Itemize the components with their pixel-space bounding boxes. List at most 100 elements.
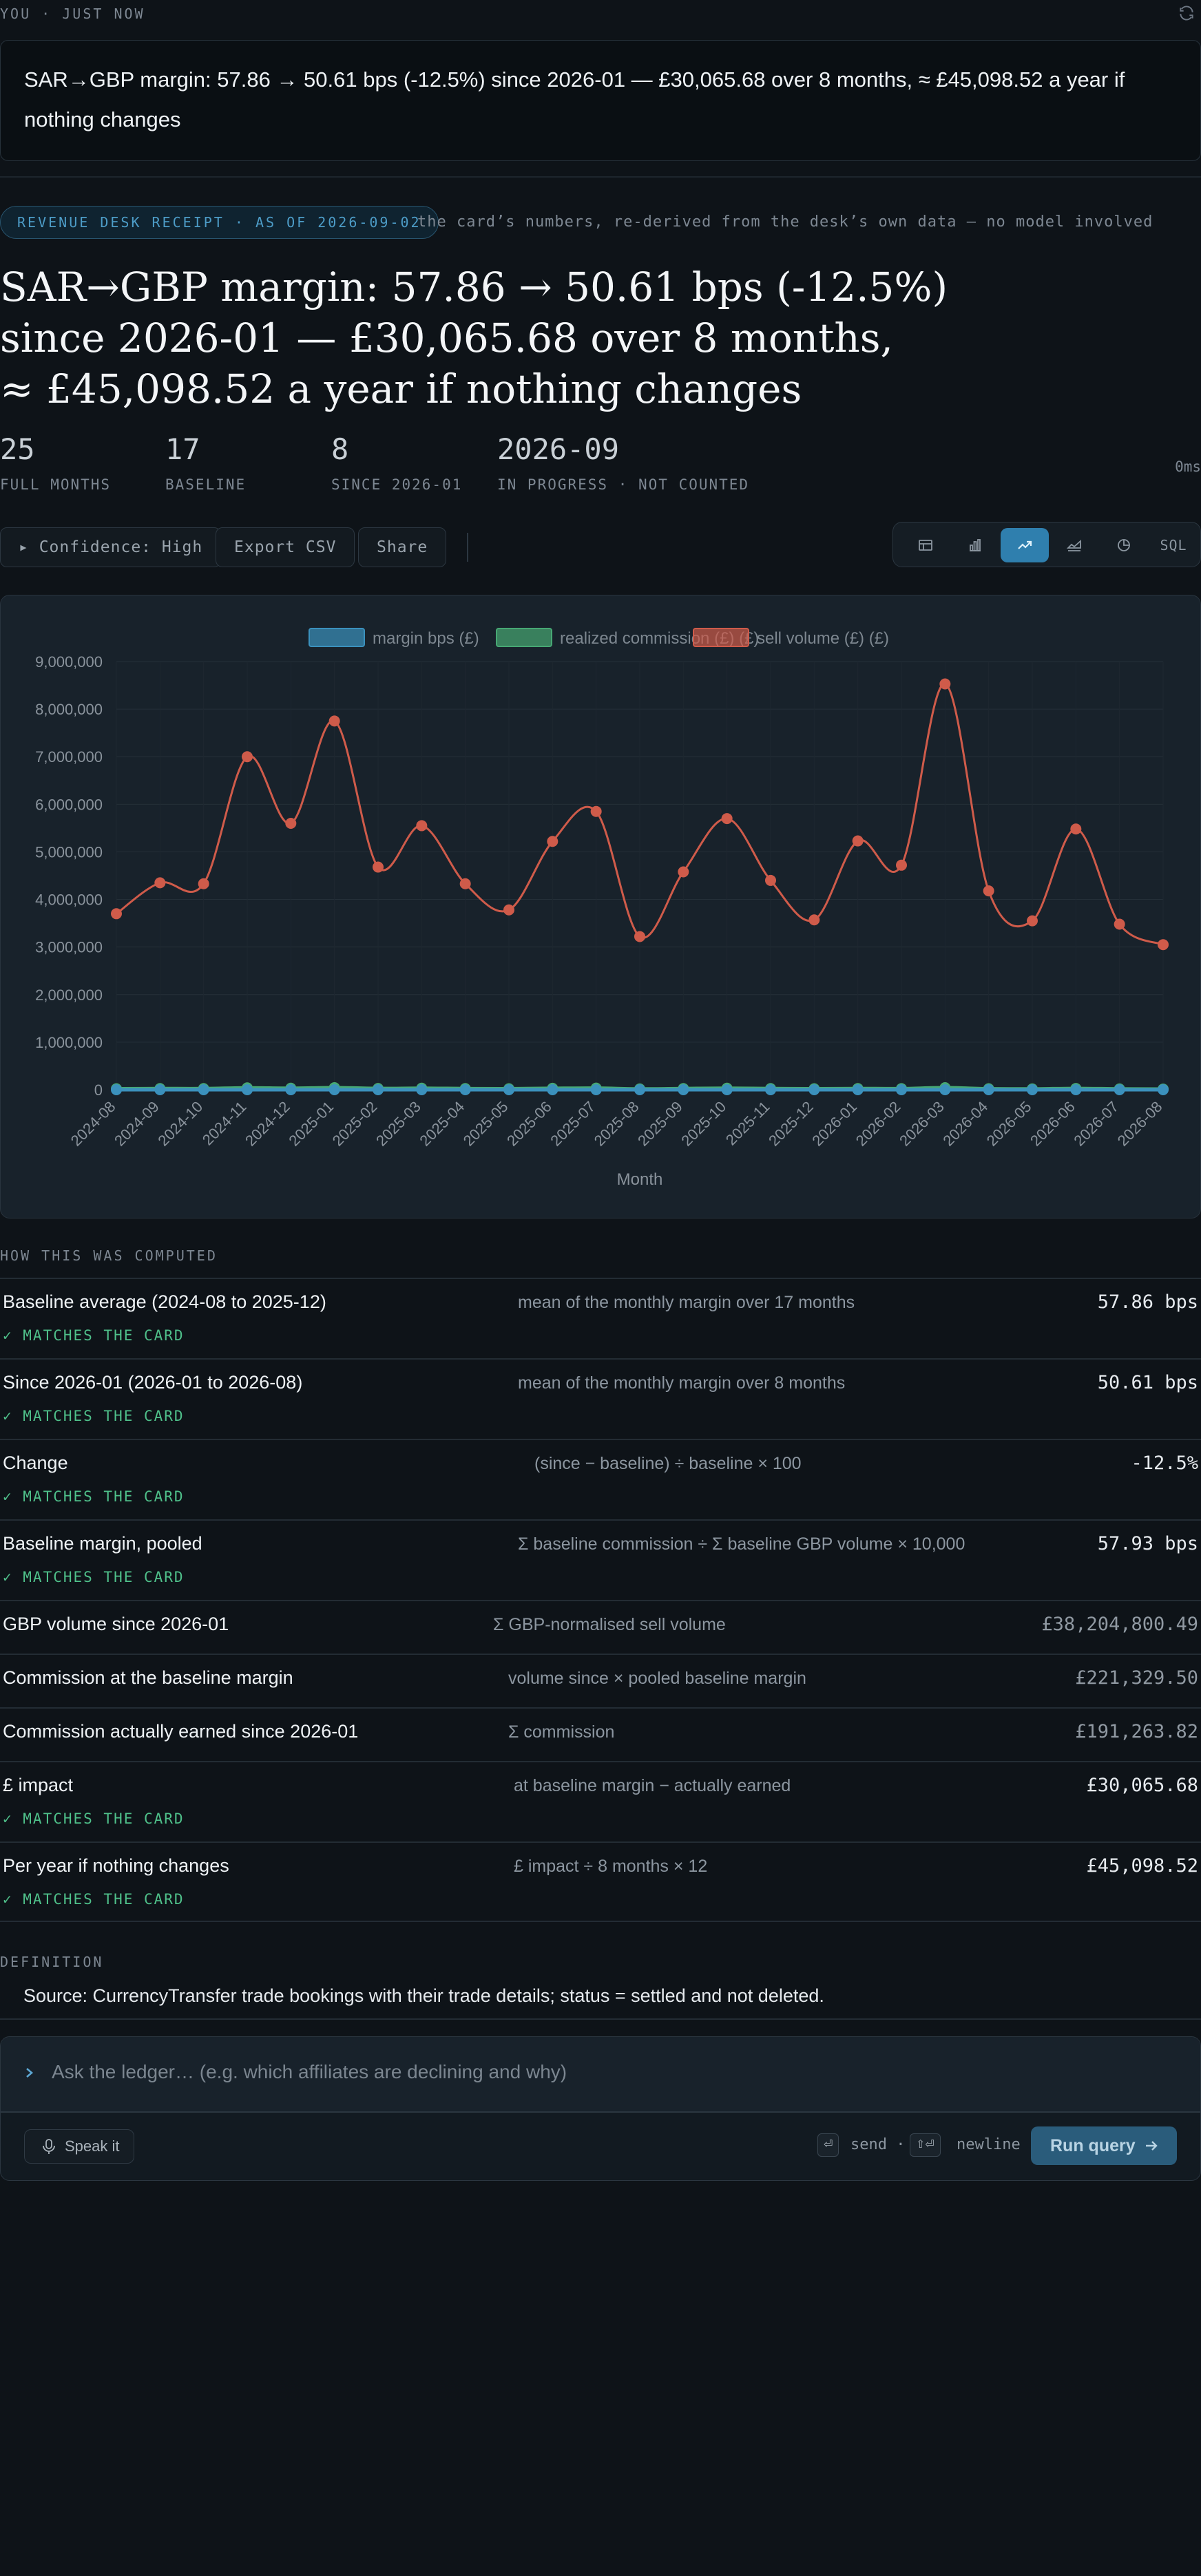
receipt-note: the card’s numbers, re-derived from the … [417, 213, 1153, 231]
ask-input[interactable] [52, 2055, 1085, 2089]
row-label: Per year if nothing changes [3, 1855, 229, 1876]
row-label: Baseline average (2024-08 to 2025-12) [3, 1291, 326, 1312]
data-point [1158, 939, 1169, 951]
row-label: Since 2026-01 (2026-01 to 2026-08) [3, 1372, 303, 1393]
row-method: (since − baseline) ÷ baseline × 100 [534, 1454, 802, 1473]
definition-text: Source: CurrencyTransfer trade bookings … [23, 1985, 824, 2006]
x-tick-label: 2026-06 [1027, 1098, 1078, 1150]
data-point [721, 1084, 733, 1095]
table-icon [919, 540, 932, 551]
computed-row: £ impact at baseline margin − actually e… [0, 1761, 1201, 1841]
stat-label: BASELINE [165, 476, 247, 493]
shift-enter-key-hint: ⇧⏎ [910, 2133, 941, 2157]
stat-value: 25 [0, 432, 35, 466]
row-method: Σ GBP-normalised sell volume [493, 1615, 726, 1634]
x-axis-label: Month [617, 1170, 663, 1189]
x-tick-label: 2025-04 [416, 1098, 468, 1150]
divider [0, 176, 1201, 178]
data-point [896, 859, 907, 871]
row-label: £ impact [3, 1775, 74, 1795]
x-tick-label: 2025-11 [722, 1098, 773, 1149]
headline-line: SAR→GBP margin: 57.86 → 50.61 bps (-12.5… [0, 264, 948, 310]
data-point [678, 866, 689, 878]
y-tick-label: 3,000,000 [35, 939, 103, 956]
row-value: £30,065.68 [1086, 1775, 1198, 1796]
x-tick-label: 2026-02 [853, 1098, 904, 1150]
data-point [111, 1084, 122, 1095]
computed-table: Baseline average (2024-08 to 2025-12) me… [0, 1278, 1201, 1922]
data-point [547, 1084, 558, 1095]
divider [467, 533, 468, 562]
data-point [198, 1084, 209, 1095]
x-tick-label: 2026-08 [1114, 1098, 1166, 1150]
legend-label: sell volume (£) (£) [757, 629, 889, 648]
y-tick-label: 4,000,000 [35, 891, 103, 909]
x-tick-label: 2025-05 [460, 1098, 512, 1150]
y-tick-label: 8,000,000 [35, 701, 103, 718]
row-value: £221,329.50 [1075, 1667, 1198, 1689]
stat-label: SINCE 2026-01 [331, 476, 463, 493]
data-point [1070, 823, 1082, 835]
computed-row: Since 2026-01 (2026-01 to 2026-08) mean … [0, 1358, 1201, 1439]
x-tick-label: 2026-04 [939, 1098, 991, 1150]
stat-since: 8 SINCE 2026-01 [331, 432, 462, 493]
row-method: mean of the monthly margin over 8 months [518, 1373, 846, 1393]
match-badge: ✓ MATCHES THE CARD [3, 1891, 185, 1908]
x-tick-label: 2024-12 [242, 1098, 293, 1150]
data-point [808, 1084, 820, 1095]
definition-label: DEFINITION [0, 1954, 104, 1970]
receipt-pill: REVENUE DESK RECEIPT · AS OF 2026-09-02 [0, 206, 439, 239]
y-tick-label: 5,000,000 [35, 843, 103, 861]
y-tick-label: 0 [94, 1081, 103, 1099]
data-point [1114, 918, 1125, 930]
row-value: £191,263.82 [1075, 1721, 1198, 1742]
legend-swatch [496, 628, 552, 647]
headline-line: ≈ £45,098.52 a year if nothing changes [0, 366, 802, 412]
stat-value: 8 [331, 432, 349, 466]
view-switcher: SQL [892, 522, 1201, 567]
view-table-button[interactable] [901, 528, 950, 562]
run-query-button[interactable]: Run query [1031, 2126, 1177, 2165]
confidence-button[interactable]: ▸ Confidence: High [0, 527, 222, 567]
x-tick-label: 2025-07 [547, 1098, 598, 1150]
view-bar-button[interactable] [951, 528, 999, 562]
data-point [459, 878, 471, 889]
line-chart-icon [1018, 540, 1032, 549]
data-point [154, 1084, 166, 1095]
x-tick-label: 2025-01 [285, 1098, 337, 1150]
data-point [590, 805, 602, 817]
data-point [939, 1084, 951, 1095]
y-tick-label: 9,000,000 [35, 653, 103, 671]
export-csv-button[interactable]: Export CSV [216, 527, 355, 567]
x-tick-label: 2024-11 [199, 1098, 250, 1149]
y-tick-label: 6,000,000 [35, 796, 103, 813]
speak-button[interactable]: Speak it [24, 2129, 134, 2164]
view-sql-button[interactable]: SQL [1160, 537, 1187, 553]
share-button[interactable]: Share [358, 527, 447, 567]
x-tick-label: 2024-08 [67, 1098, 119, 1150]
x-tick-label: 2026-05 [983, 1098, 1035, 1150]
row-value: -12.5% [1131, 1453, 1198, 1474]
row-method: Σ baseline commission ÷ Σ baseline GBP v… [518, 1534, 965, 1554]
computed-row: Commission actually earned since 2026-01… [0, 1707, 1201, 1761]
row-method: at baseline margin − actually earned [514, 1776, 791, 1795]
refresh-icon[interactable] [1178, 4, 1195, 22]
view-area-button[interactable] [1050, 528, 1098, 562]
row-method: mean of the monthly margin over 17 month… [518, 1293, 855, 1312]
send-hint: send · [850, 2136, 906, 2153]
x-tick-label: 2025-03 [373, 1098, 424, 1150]
computed-row: Per year if nothing changes £ impact ÷ 8… [0, 1841, 1201, 1922]
match-badge: ✓ MATCHES THE CARD [3, 1569, 185, 1585]
legend-swatch [693, 628, 749, 647]
data-point [1158, 1084, 1169, 1095]
view-line-button[interactable] [1001, 528, 1049, 562]
x-tick-label: 2025-08 [591, 1098, 643, 1150]
data-point [939, 678, 951, 690]
view-pie-button[interactable] [1100, 528, 1148, 562]
data-point [459, 1084, 471, 1095]
y-tick-label: 1,000,000 [35, 1034, 103, 1051]
chart-panel: 0 1,000,000 2,000,000 3,000,000 4,000,000 5,0… [0, 595, 1201, 1218]
row-method: £ impact ÷ 8 months × 12 [514, 1857, 708, 1876]
match-badge: ✓ MATCHES THE CARD [3, 1810, 185, 1827]
data-point [242, 1084, 253, 1095]
